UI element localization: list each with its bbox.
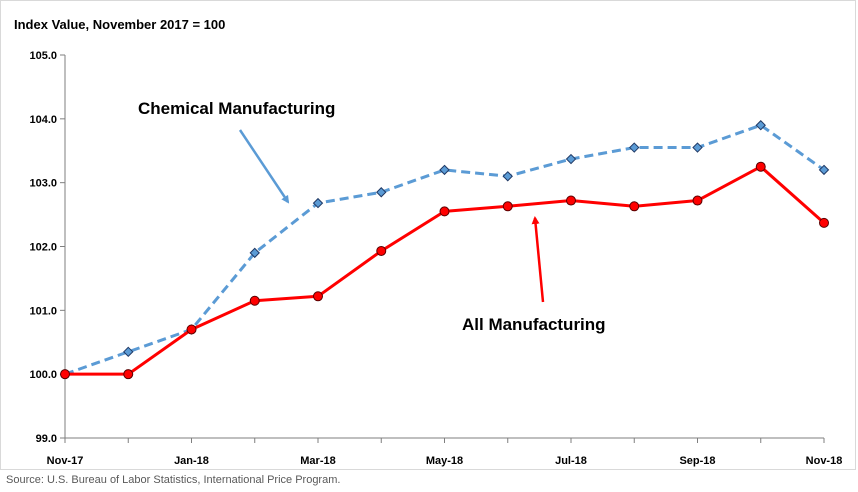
annotation-all-manufacturing: All Manufacturing	[462, 315, 606, 334]
x-tick-label: Mar-18	[300, 455, 335, 467]
x-tick-label: Nov-18	[806, 455, 843, 467]
point-all-manufacturing	[123, 369, 134, 380]
point-all-manufacturing	[629, 201, 640, 212]
point-chemical-manufacturing	[376, 187, 387, 198]
x-tick-label: May-18	[426, 455, 463, 467]
point-chemical-manufacturing	[565, 153, 577, 165]
point-all-manufacturing	[439, 206, 450, 217]
series-line-all-manufacturing	[65, 165, 825, 376]
chart-frame	[0, 0, 856, 470]
point-all-manufacturing	[249, 295, 260, 306]
x-tick-label: Nov-17	[47, 455, 84, 467]
point-chemical-manufacturing	[439, 164, 450, 176]
point-all-manufacturing	[60, 369, 70, 380]
y-ticks: 99.0 100.0 101.0 102.0 103.0 104.0 105.0	[29, 50, 65, 445]
annotation-chemical-manufacturing: Chemical Manufacturing	[138, 99, 335, 118]
y-tick-label: 102.0	[29, 242, 57, 254]
x-tick-label: Sep-18	[679, 455, 715, 467]
y-tick-label: 101.0	[29, 305, 57, 317]
point-chemical-manufacturing	[123, 346, 134, 358]
annotation-arrow-chemical	[238, 129, 290, 204]
point-chemical-manufacturing	[312, 197, 324, 209]
x-tick-label: Jul-18	[555, 455, 587, 467]
point-chemical-manufacturing	[755, 120, 766, 131]
point-all-manufacturing	[566, 195, 576, 206]
point-chemical-manufacturing	[249, 247, 260, 259]
point-all-manufacturing	[313, 291, 323, 302]
x-tick-label: Jan-18	[174, 455, 209, 467]
x-ticks: Nov-17 Jan-18 Mar-18 May-18 Jul-18 Sep-18 Nov-…	[47, 438, 843, 467]
point-chemical-manufacturing	[692, 142, 703, 153]
annotation-arrow-all	[531, 216, 545, 303]
point-chemical-manufacturing	[502, 171, 513, 182]
y-tick-label: 105.0	[29, 50, 57, 62]
point-all-manufacturing	[502, 201, 513, 212]
y-tick-label: 100.0	[29, 369, 57, 381]
line-chart: Index Value, November 2017 = 100 99.0 100…	[14, 17, 843, 467]
y-axis-label: Index Value, November 2017 = 100	[14, 17, 225, 32]
source-note: Source: U.S. Bureau of Labor Statistics,…	[6, 474, 341, 486]
y-tick-label: 104.0	[29, 114, 57, 126]
point-all-manufacturing	[186, 324, 197, 335]
point-all-manufacturing	[755, 161, 766, 172]
point-all-manufacturing	[819, 217, 829, 228]
point-all-manufacturing	[376, 245, 387, 256]
point-chemical-manufacturing	[629, 142, 640, 153]
series-layer	[59, 120, 830, 380]
annotations: Chemical Manufacturing All Manufacturing	[138, 99, 606, 334]
point-all-manufacturing	[692, 195, 703, 206]
y-tick-label: 103.0	[29, 178, 57, 190]
point-chemical-manufacturing	[818, 164, 830, 176]
y-tick-label: 99.0	[36, 433, 57, 445]
